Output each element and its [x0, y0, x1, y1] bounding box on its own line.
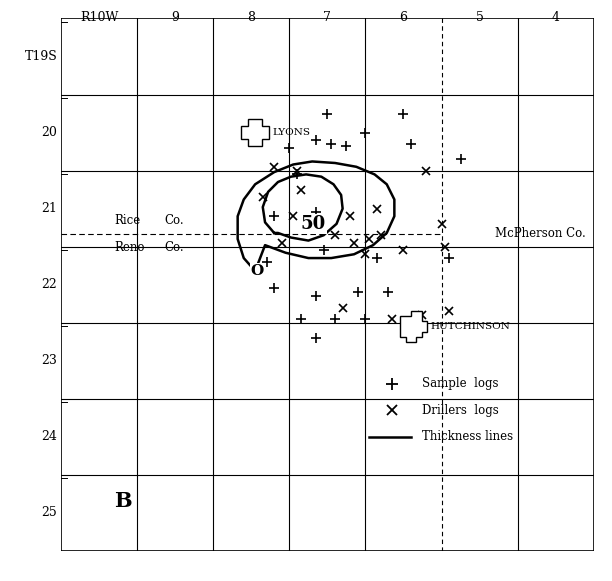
Text: 20: 20 [42, 126, 58, 139]
Text: 5: 5 [476, 11, 483, 24]
Polygon shape [242, 119, 269, 146]
Text: 24: 24 [42, 431, 58, 443]
Text: Co.: Co. [164, 214, 184, 227]
Text: 6: 6 [400, 11, 408, 24]
Text: Thickness lines: Thickness lines [422, 431, 513, 443]
Text: McPherson Co.: McPherson Co. [495, 227, 586, 240]
Text: Co.: Co. [164, 241, 184, 254]
Text: 50: 50 [300, 215, 326, 233]
Text: O: O [251, 264, 264, 278]
Text: Rice: Rice [114, 214, 141, 227]
Polygon shape [400, 311, 427, 342]
Text: 21: 21 [42, 202, 58, 215]
Text: 25: 25 [42, 507, 58, 519]
Text: LYONS: LYONS [273, 128, 311, 137]
Text: R10W: R10W [80, 11, 118, 24]
Text: 9: 9 [171, 11, 179, 24]
Text: Sample  logs: Sample logs [422, 377, 499, 390]
Text: Reno: Reno [114, 241, 145, 254]
Text: 7: 7 [324, 11, 331, 24]
Text: 4: 4 [551, 11, 559, 24]
Text: T19S: T19S [24, 50, 58, 63]
Text: HUTCHINSON: HUTCHINSON [431, 322, 511, 331]
Text: 23: 23 [42, 354, 58, 367]
Text: 8: 8 [247, 11, 255, 24]
Text: 22: 22 [42, 278, 58, 291]
Text: B: B [114, 492, 132, 511]
Text: Drillers  logs: Drillers logs [422, 404, 499, 417]
